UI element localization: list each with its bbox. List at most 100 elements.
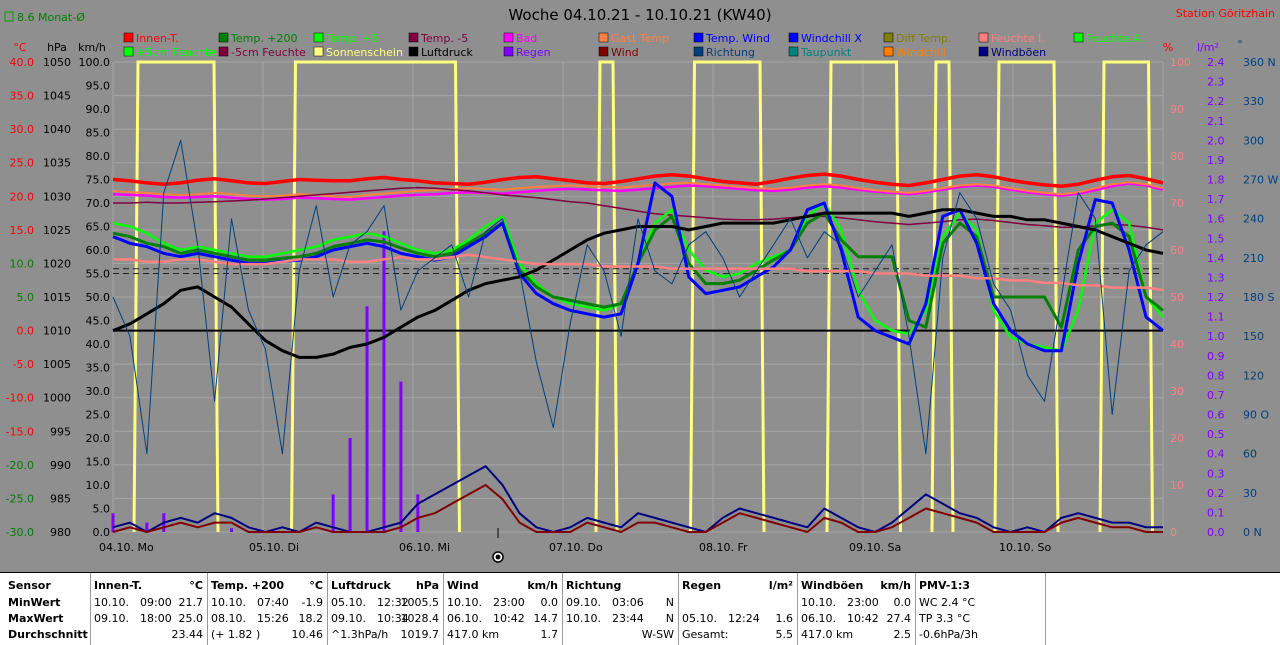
- row-label-text: MaxWert: [8, 612, 64, 625]
- temp-tick-label: -30.0: [6, 526, 34, 539]
- stats-column-header: Windböen km/h: [801, 579, 911, 595]
- temp-tick-label: -20.0: [6, 459, 34, 472]
- rain-tick-label: 0.2: [1207, 487, 1225, 500]
- stats-row-label: MaxWert: [4, 612, 86, 628]
- stat-date: TP 3.3 °C: [919, 612, 971, 625]
- legend-swatch: [503, 46, 514, 57]
- rain-tick-label: 2.3: [1207, 76, 1225, 89]
- stat-date: 06.10.: [801, 612, 836, 625]
- temp-tick-label: 25.0: [10, 157, 35, 170]
- wind-tick-label: 100.0: [79, 56, 111, 69]
- wind-tick-label: 75.0: [86, 174, 111, 187]
- stat-date: 06.10.: [447, 612, 482, 625]
- humidity-tick-label: 10: [1170, 479, 1184, 492]
- rain-tick-label: 1.7: [1207, 193, 1225, 206]
- temp-tick-label: -5.0: [13, 358, 34, 371]
- legend-entry: Feuchte I.: [991, 32, 1045, 45]
- temp-tick-label: 0.0: [17, 325, 35, 338]
- legend-entry: +5cm Feuchte: [136, 46, 216, 59]
- stats-column-header: Wind km/h: [447, 579, 558, 595]
- humidity-tick-label: 70: [1170, 197, 1184, 210]
- legend-swatch: [598, 32, 609, 43]
- stats-value-row: (+ 1.82 ) 10.46: [211, 628, 323, 644]
- stat-value: N: [665, 612, 674, 625]
- series-gast-temp: [112, 181, 1164, 198]
- chart-title: Woche 04.10.21 - 10.10.21 (KW40): [508, 6, 771, 24]
- stat-value: 18.2: [298, 612, 324, 625]
- wind-tick-label: 45.0: [86, 315, 111, 328]
- pressure-tick-label: 1035: [43, 157, 71, 170]
- rain-tick-label: 0.7: [1207, 389, 1225, 402]
- stat-date: 417.0 km: [447, 628, 500, 641]
- column-title: Regen: [682, 579, 722, 592]
- legend-entry: Temp. +5: [325, 32, 379, 45]
- legend-swatch: [408, 46, 419, 57]
- column-title: Wind: [447, 579, 479, 592]
- rain-tick-label: 0.8: [1207, 369, 1225, 382]
- stat-date: 10.10.: [566, 612, 601, 625]
- avg-marker-icon: [4, 11, 14, 22]
- stats-value-row: 10.10. 07:40 -1.9: [211, 596, 323, 612]
- pressure-tick-label: 1020: [43, 257, 71, 270]
- wind-tick-label: 0.0: [93, 526, 111, 539]
- series-windb-en: [112, 465, 1163, 533]
- stats-value-row: 05.10. 12:24 1.6: [682, 612, 793, 628]
- stat-date: (+ 1.82 ): [211, 628, 261, 641]
- temp-axis-unit: °C: [13, 41, 27, 54]
- stats-column-header: Regen l/m²: [682, 579, 793, 595]
- stats-value-row: 10.10. 23:44 N: [566, 612, 674, 628]
- pressure-tick-label: 1040: [43, 123, 71, 136]
- wind-tick-label: 20.0: [86, 432, 111, 445]
- column-title: Luftdruck: [331, 579, 391, 592]
- legend-swatch: [598, 46, 609, 57]
- stats-column: Windböen km/h 10.10. 23:00 0.0 06.10. 10:42 27.…: [797, 573, 916, 645]
- legend-swatch: [503, 32, 514, 43]
- temp-tick-label: 20.0: [10, 190, 35, 203]
- wind-tick-label: 80.0: [86, 150, 111, 163]
- legend-entry: Wind: [611, 46, 639, 59]
- stats-value-row: 08.10. 15:26 18.2: [211, 612, 323, 628]
- wind-tick-label: 30.0: [86, 385, 111, 398]
- sunshine-block: [825, 60, 902, 533]
- legend-swatch: [218, 46, 229, 57]
- stat-time: 23:00: [847, 596, 879, 609]
- stat-date: 05.10.: [682, 612, 717, 625]
- rain-axis-unit: l/m²: [1197, 41, 1219, 54]
- direction-tick-label: 330: [1243, 95, 1264, 108]
- legend-entry: Temp. -5: [420, 32, 468, 45]
- stats-value-row: W-SW: [566, 628, 674, 644]
- stat-value: N: [665, 596, 674, 609]
- stat-date: 10.10.: [94, 596, 129, 609]
- stat-value: 2.5: [893, 628, 912, 641]
- stat-value: 1005.5: [400, 596, 440, 609]
- rain-tick-label: 0.6: [1207, 409, 1225, 422]
- column-title: PMV-1:3: [919, 579, 970, 592]
- stat-date: 10.10.: [801, 596, 836, 609]
- stats-column-header: Richtung: [566, 579, 674, 595]
- stat-time: 09:00: [140, 596, 172, 609]
- stat-time: 15:26: [257, 612, 289, 625]
- rain-tick-label: 1.2: [1207, 291, 1225, 304]
- column-title: Richtung: [566, 579, 622, 592]
- legend-swatch: [408, 32, 419, 43]
- temp-tick-label: -25.0: [6, 492, 34, 505]
- stat-value: 23.44: [171, 628, 204, 641]
- series-bad: [112, 182, 1164, 201]
- temp-tick-label: -10.0: [6, 392, 34, 405]
- stat-value: 1028.4: [400, 612, 440, 625]
- direction-tick-label: 120: [1243, 369, 1264, 382]
- rain-tick-label: 1.8: [1207, 174, 1225, 187]
- temp-tick-label: -15.0: [6, 425, 34, 438]
- stat-date: 09.10.: [94, 612, 129, 625]
- legend-swatch: [693, 46, 704, 57]
- column-title: Windböen: [801, 579, 864, 592]
- legend-entry: Diff Temp.: [896, 32, 951, 45]
- stats-column-header: Temp. +200 °C: [211, 579, 323, 595]
- stats-row-label: MinWert: [4, 596, 86, 612]
- day-label: 08.10. Fr: [699, 541, 748, 554]
- pressure-tick-label: 1010: [43, 325, 71, 338]
- stat-date: -0.6hPa/3h: [919, 628, 978, 641]
- stats-value-row: TP 3.3 °C: [919, 612, 1041, 628]
- column-unit: °C: [309, 579, 323, 592]
- rain-tick-label: 0.1: [1207, 506, 1225, 519]
